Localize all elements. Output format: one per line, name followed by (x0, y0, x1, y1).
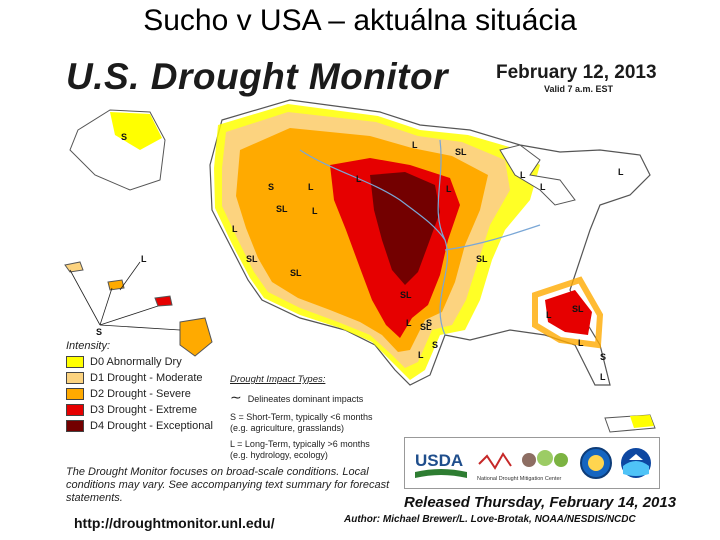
impact-label: S (268, 182, 274, 192)
legend-swatch-d0 (66, 356, 84, 368)
d4-area (370, 172, 440, 285)
impact-label: L (520, 170, 526, 180)
ndmc-logo-icon: National Drought Mitigation Center (477, 450, 568, 482)
legend-item-d4: D4 Drought - Exceptional (66, 418, 226, 434)
legend-swatch-d4 (66, 420, 84, 432)
impact-label: SL (246, 254, 258, 264)
impact-label: L (446, 184, 452, 194)
impact-label: SL (476, 254, 488, 264)
legend-swatch-d2 (66, 388, 84, 400)
valid-time: Valid 7 a.m. EST (544, 84, 614, 94)
impact-label: L (406, 318, 412, 328)
hawaii-island-4 (179, 317, 213, 357)
impact-label: SL (455, 147, 467, 157)
legend-label: D1 Drought - Moderate (90, 372, 203, 384)
impact-label: L (618, 167, 624, 177)
agency-logos: USDA National Drought Mitigation Center (404, 437, 660, 489)
impact-delineates: ∼ Delineates dominant impacts (230, 389, 400, 406)
legend-item-d1: D1 Drought - Moderate (66, 370, 226, 386)
impact-heading: Drought Impact Types: (230, 374, 326, 385)
impact-label: L (600, 372, 606, 382)
hawaii-island-3 (154, 295, 173, 307)
legend-label: D0 Abnormally Dry (90, 356, 182, 368)
impact-long-term-eg: (e.g. hydrology, ecology) (230, 450, 328, 460)
slide-title: Sucho v USA – aktuálna situácia (143, 4, 577, 37)
impact-label: L (412, 140, 418, 150)
impact-label: S (96, 327, 102, 337)
impact-label: L (141, 254, 147, 264)
author-credit: Author: Michael Brewer/L. Love-Brotak, N… (344, 514, 636, 525)
drought-monitor-title: U.S. Drought Monitor (66, 56, 448, 97)
intensity-legend: Intensity: D0 Abnormally Dry D1 Drought … (66, 340, 226, 434)
svg-text:National Drought Mitigation Ce: National Drought Mitigation Center (477, 476, 562, 482)
impact-long-term: L = Long-Term, typically >6 months (230, 439, 370, 449)
hawaii-leader-lines (69, 261, 181, 331)
noaa-logo-icon (619, 444, 653, 482)
impact-label: L (312, 206, 318, 216)
usda-logo-icon: USDA (415, 451, 467, 478)
impact-short-term-eg: (e.g. agriculture, grasslands) (230, 423, 345, 433)
river-missouri (299, 149, 446, 241)
impact-label: L (546, 310, 552, 320)
southeast-d1-ring (532, 276, 604, 349)
impact-label: SL (572, 304, 584, 314)
legend-item-d2: D2 Drought - Severe (66, 386, 226, 402)
impact-label: S (426, 318, 432, 328)
commerce-seal-icon (579, 444, 613, 482)
ndmc-logo: National Drought Mitigation Center (475, 444, 571, 482)
usda-logo: USDA (413, 444, 469, 482)
legend-heading: Intensity: (66, 340, 111, 352)
legend-label: D2 Drought - Severe (90, 388, 191, 400)
map-date: February 12, 2013 (496, 62, 657, 83)
impact-label: L (578, 338, 584, 348)
impact-types-legend: Drought Impact Types: ∼ Delineates domina… (230, 374, 400, 461)
impact-label: S (432, 340, 438, 350)
impact-label: L (418, 350, 424, 360)
great-lakes (499, 144, 576, 206)
impact-label: L (540, 182, 546, 192)
legend-item-d0: D0 Abnormally Dry (66, 354, 226, 370)
tilde-icon: ∼ (230, 389, 242, 405)
impact-label: L (356, 174, 362, 184)
impact-short-term: S = Short-Term, typically <6 months (230, 412, 373, 422)
alaska-d0 (110, 112, 162, 150)
impact-label: L (232, 224, 238, 234)
legend-label: D4 Drought - Exceptional (90, 420, 213, 432)
legend-swatch-d1 (66, 372, 84, 384)
legend-item-d3: D3 Drought - Extreme (66, 402, 226, 418)
focus-note: The Drought Monitor focuses on broad-sca… (66, 466, 390, 504)
southeast-d2-area (545, 290, 592, 335)
legend-swatch-d3 (66, 404, 84, 416)
source-url[interactable]: http://droughtmonitor.unl.edu/ (74, 515, 275, 531)
impact-label: S (121, 132, 127, 142)
impact-label: SL (290, 268, 302, 278)
impact-label: S (600, 352, 606, 362)
impact-label: SL (420, 322, 432, 332)
hawaii-island-1 (64, 261, 84, 273)
puerto-rico-d0 (630, 415, 654, 428)
river-ohio (444, 224, 541, 251)
hawaii-island-2 (107, 279, 125, 291)
svg-text:USDA: USDA (415, 451, 463, 470)
impact-label: L (308, 182, 314, 192)
impact-label: SL (400, 290, 412, 300)
impact-label: SL (276, 204, 288, 214)
legend-label: D3 Drought - Extreme (90, 404, 197, 416)
released-date: Released Thursday, February 14, 2013 (404, 494, 677, 511)
impact-delineates-text: Delineates dominant impacts (247, 394, 364, 404)
